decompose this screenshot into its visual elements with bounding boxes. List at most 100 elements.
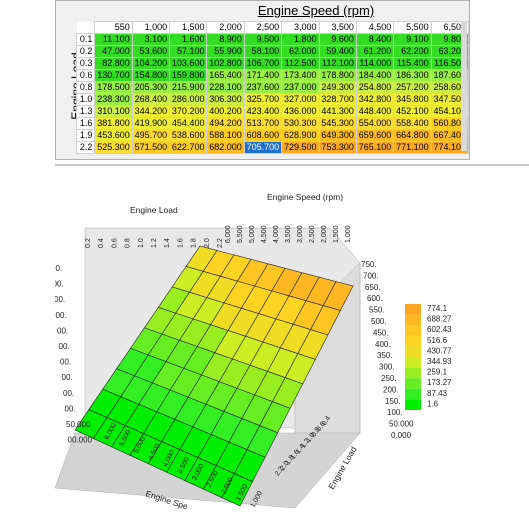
map-cell[interactable]: 571.500 — [131, 141, 171, 154]
map-cell[interactable]: 765.100 — [355, 141, 395, 154]
map-cell[interactable]: 344.200 — [131, 105, 171, 118]
map-cell[interactable]: 441.300 — [318, 105, 357, 118]
map-cell[interactable]: 554.000 — [355, 117, 395, 130]
map-cell[interactable]: 345.800 — [393, 93, 432, 106]
map-cell[interactable]: 649.300 — [318, 129, 357, 142]
map-cell[interactable]: 171.400 — [243, 69, 283, 82]
map-cell[interactable]: 187.600 — [430, 69, 470, 82]
map-cell[interactable]: 55.900 — [206, 45, 245, 58]
map-cell[interactable]: 774.100 — [430, 141, 470, 154]
map-cell[interactable]: 9.500 — [243, 33, 283, 46]
map-cell[interactable]: 249.300 — [318, 81, 357, 94]
map-cell[interactable]: 659.600 — [355, 129, 395, 142]
map-cell[interactable]: 628.900 — [281, 129, 320, 142]
map-cell[interactable]: 286.000 — [169, 93, 208, 106]
map-cell[interactable]: 186.300 — [393, 69, 432, 82]
map-cell[interactable]: 58.100 — [243, 45, 283, 58]
map-cell[interactable]: 106.700 — [243, 57, 283, 70]
map-cell[interactable]: 237.000 — [281, 81, 320, 94]
map-cell[interactable]: 184.400 — [355, 69, 395, 82]
map-cell[interactable]: 753.300 — [318, 141, 357, 154]
map-cell[interactable]: 530.300 — [281, 117, 320, 130]
map-cell[interactable]: 664.800 — [393, 129, 432, 142]
map-cell[interactable]: 61.200 — [355, 45, 395, 58]
map-cell[interactable]: 558.400 — [393, 117, 432, 130]
map-cell[interactable]: 560.800 — [430, 117, 470, 130]
map-cell[interactable]: 622.700 — [169, 141, 208, 154]
map-cell[interactable]: 3.100 — [131, 33, 171, 46]
map-cell[interactable]: 173.400 — [281, 69, 320, 82]
map-cell[interactable]: 1.600 — [169, 33, 208, 46]
map-cell[interactable]: 381.800 — [94, 117, 133, 130]
map-cell[interactable]: 57.100 — [169, 45, 208, 58]
map-cell[interactable]: 115.400 — [393, 57, 432, 70]
map-cell[interactable]: 494.200 — [206, 117, 245, 130]
map-cell[interactable]: 8.900 — [206, 33, 245, 46]
map-cell[interactable]: 112.500 — [281, 57, 320, 70]
map-cell[interactable]: 453.600 — [94, 129, 133, 142]
map-cell[interactable]: 228.100 — [206, 81, 245, 94]
map-cell[interactable]: 342.800 — [355, 93, 395, 106]
map-cell[interactable]: 59.400 — [318, 45, 357, 58]
map-cell[interactable]: 238.300 — [94, 93, 133, 106]
map-cell[interactable]: 62.000 — [281, 45, 320, 58]
map-cell[interactable]: 545.300 — [318, 117, 357, 130]
map-cell[interactable]: 154.800 — [131, 69, 171, 82]
map-cell[interactable]: 513.700 — [243, 117, 283, 130]
map-cell[interactable]: 82.800 — [94, 57, 133, 70]
map-cell[interactable]: 258.600 — [430, 81, 470, 94]
map-cell[interactable]: 237.600 — [243, 81, 283, 94]
map-cell[interactable]: 114.000 — [355, 57, 395, 70]
map-cell[interactable]: 112.100 — [318, 57, 357, 70]
panel-divider[interactable] — [55, 164, 529, 166]
map-cell[interactable]: 104.200 — [131, 57, 171, 70]
map-cell[interactable]: 53.600 — [131, 45, 171, 58]
map-cell[interactable]: 47.000 — [94, 45, 133, 58]
map-cell[interactable]: 9.600 — [318, 33, 357, 46]
map-cell[interactable]: 103.600 — [169, 57, 208, 70]
map-cell-selected[interactable]: 705.700 — [243, 141, 283, 154]
map-cell[interactable]: 327.000 — [281, 93, 320, 106]
map-cell[interactable]: 11.100 — [94, 33, 133, 46]
map-cell[interactable]: 454.100 — [430, 105, 470, 118]
map-cell[interactable]: 306.300 — [206, 93, 245, 106]
map-cell[interactable]: 771.100 — [393, 141, 432, 154]
load-header-cell: 1.3 — [75, 105, 96, 118]
map-cell[interactable]: 608.600 — [243, 129, 283, 142]
map-cell[interactable]: 165.400 — [206, 69, 245, 82]
map-cell[interactable]: 215.900 — [169, 81, 208, 94]
map-cell[interactable]: 495.700 — [131, 129, 171, 142]
map-cell[interactable]: 448.400 — [355, 105, 395, 118]
map-cell[interactable]: 8.400 — [355, 33, 395, 46]
map-cell[interactable]: 419.900 — [131, 117, 171, 130]
map-cell[interactable]: 9.800 — [430, 33, 470, 46]
map-cell[interactable]: 682.000 — [206, 141, 245, 154]
map-cell[interactable]: 178.800 — [318, 69, 357, 82]
map-cell[interactable]: 310.100 — [94, 105, 133, 118]
map-cell[interactable]: 268.400 — [131, 93, 171, 106]
map-cell[interactable]: 257.200 — [393, 81, 432, 94]
scrollbar[interactable] — [461, 21, 467, 151]
map-cell[interactable]: 205.300 — [131, 81, 171, 94]
map-cell[interactable]: 538.600 — [169, 129, 208, 142]
map-cell[interactable]: 729.500 — [281, 141, 320, 154]
map-cell[interactable]: 328.700 — [318, 93, 357, 106]
map-cell[interactable]: 370.200 — [169, 105, 208, 118]
map-cell[interactable]: 400.200 — [206, 105, 245, 118]
map-cell[interactable]: 454.400 — [169, 117, 208, 130]
map-cell[interactable]: 102.800 — [206, 57, 245, 70]
map-cell[interactable]: 254.800 — [355, 81, 395, 94]
map-cell[interactable]: 423.400 — [243, 105, 283, 118]
map-cell[interactable]: 130.700 — [94, 69, 133, 82]
map-cell[interactable]: 452.100 — [393, 105, 432, 118]
map-cell[interactable]: 178.500 — [94, 81, 133, 94]
map-cell[interactable]: 159.800 — [169, 69, 208, 82]
map-cell[interactable]: 9.100 — [393, 33, 432, 46]
map-cell[interactable]: 325.700 — [243, 93, 283, 106]
map-cell[interactable]: 525.300 — [94, 141, 133, 154]
map-cell[interactable]: 588.100 — [206, 129, 245, 142]
map-cell[interactable]: 62.200 — [393, 45, 432, 58]
map-cell[interactable]: 1.800 — [281, 33, 320, 46]
map-cell[interactable]: 436.000 — [281, 105, 320, 118]
